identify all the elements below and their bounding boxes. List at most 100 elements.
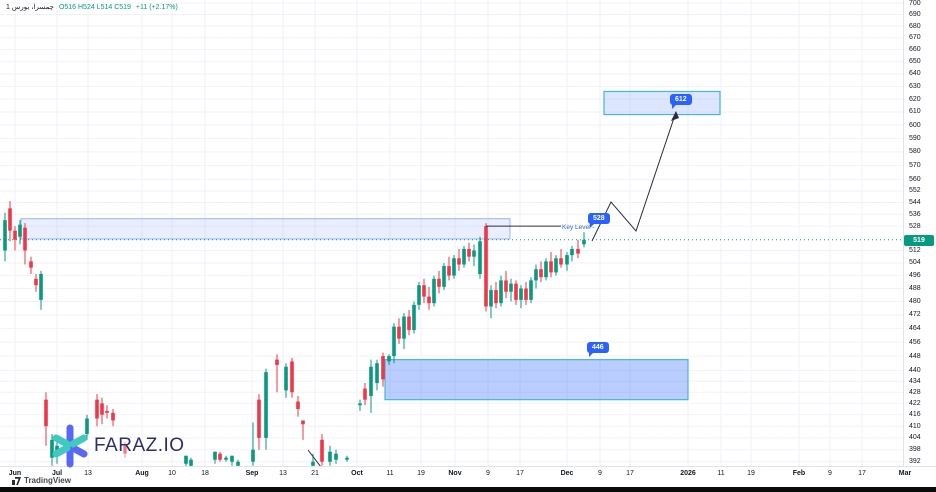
ticker-header[interactable]: چمسرا، بورس 1 O516 H524 L514 C519 +11 (+… <box>6 3 181 12</box>
price-tick: 410 <box>909 422 921 430</box>
candle-body <box>375 363 379 384</box>
candle-body <box>387 356 391 362</box>
candle-body <box>447 266 451 276</box>
candle-body <box>437 278 441 287</box>
price-tick: 528 <box>909 222 921 230</box>
price-tick: 456 <box>909 338 921 346</box>
candle-body <box>34 278 38 286</box>
candle-body <box>230 455 234 462</box>
symbol-title[interactable]: چمسرا، بورس 1 <box>6 4 54 11</box>
trend-segment[interactable] <box>307 449 321 466</box>
candle-body <box>478 241 482 275</box>
supply-zone-left[interactable] <box>20 218 511 240</box>
bottom-bar <box>0 487 936 492</box>
price-tick: 422 <box>909 399 921 407</box>
candle-body <box>3 220 7 251</box>
candle-body <box>422 285 426 297</box>
candle-body <box>407 316 411 331</box>
time-tick: Mar <box>898 470 912 477</box>
time-tick: Nov <box>448 470 462 477</box>
price-tick: 480 <box>909 298 921 306</box>
time-tick: 2026 <box>680 470 696 477</box>
candle-body <box>462 248 466 265</box>
candle-body <box>472 250 476 257</box>
candle-body <box>570 248 574 256</box>
price-tick: 440 <box>909 366 921 374</box>
candle-body <box>85 418 89 434</box>
candle-body <box>334 453 338 460</box>
time-tick: Aug <box>135 470 149 477</box>
time-tick: 11 <box>386 470 394 477</box>
time-tick: 13 <box>279 470 287 477</box>
candle-body <box>236 461 240 466</box>
candle-body <box>494 290 498 304</box>
candle-body <box>489 290 493 307</box>
tradingview-label[interactable]: TradingView <box>24 476 71 485</box>
price-tick: 700 <box>909 0 921 7</box>
candle-body <box>514 283 518 300</box>
candle-body <box>509 283 513 292</box>
time-tick: 9 <box>598 470 602 477</box>
time-tick: 21 <box>311 470 319 477</box>
price-tick: 570 <box>909 162 921 170</box>
price-tick: 404 <box>909 434 921 442</box>
target-price-badge[interactable]: 612 <box>670 94 692 109</box>
price-tick: 680 <box>909 22 921 30</box>
candle-body <box>257 399 261 438</box>
price-change: +11 (+2.17%) <box>135 4 178 11</box>
price-tick: 464 <box>909 324 921 332</box>
price-tick: 544 <box>909 199 921 207</box>
candle-body <box>504 280 508 292</box>
tradingview-attribution[interactable]: TradingView <box>12 476 71 485</box>
time-axis[interactable]: Jun Jul 13 Aug 10 18 Sep 13 21 Oct 11 19 Nov 9 17 Dec 9 1… <box>0 466 936 481</box>
price-tick: 630 <box>909 82 921 90</box>
target-zone-612[interactable] <box>603 90 721 116</box>
price-tick: 536 <box>909 210 921 218</box>
candle-body <box>275 359 279 365</box>
candle-body <box>381 356 385 380</box>
candle-body <box>251 449 255 462</box>
key-level-price-badge[interactable]: 528 <box>588 213 610 228</box>
candle-body <box>345 457 349 460</box>
candle-body <box>417 285 421 305</box>
candlestick-chart[interactable] <box>0 0 936 466</box>
candle-body <box>565 255 569 265</box>
price-tick: 660 <box>909 46 921 54</box>
key-level-label[interactable]: Key Level - <box>562 224 595 231</box>
candle-body <box>284 366 288 391</box>
candle-body <box>290 361 294 393</box>
price-tick: 472 <box>909 311 921 319</box>
candle-body <box>397 326 401 339</box>
price-tick: 650 <box>909 58 921 66</box>
price-tick: 504 <box>909 259 921 267</box>
candle-body <box>539 269 543 278</box>
candle-body <box>95 399 99 419</box>
candle-body <box>224 457 228 460</box>
tradingview-icon <box>12 476 21 485</box>
demand-price-badge[interactable]: 446 <box>587 342 609 357</box>
candle-body <box>13 230 17 240</box>
candle-body <box>554 258 558 273</box>
time-tick: 17 <box>626 470 634 477</box>
candle-body <box>363 388 367 400</box>
price-tick: 398 <box>909 446 921 454</box>
demand-zone-446[interactable] <box>384 359 689 401</box>
candle-body <box>392 326 396 357</box>
candle-body <box>576 248 580 254</box>
price-tick: 448 <box>909 352 921 360</box>
price-axis[interactable]: 700 690 680 670 660 650 640 630 620 610 600 590 580 5… <box>903 0 936 466</box>
candle-body <box>189 459 193 466</box>
candle-body <box>44 399 48 427</box>
candle-body <box>301 420 305 425</box>
candle-body <box>432 278 436 304</box>
candle-body <box>452 258 456 276</box>
price-tick: 620 <box>909 95 921 103</box>
candle-body <box>123 445 127 454</box>
price-tick: 434 <box>909 377 921 385</box>
time-tick: 19 <box>747 470 755 477</box>
price-tick: 496 <box>909 272 921 280</box>
candle-body <box>23 227 27 251</box>
price-tick: 560 <box>909 176 921 184</box>
time-tick: 9 <box>486 470 490 477</box>
